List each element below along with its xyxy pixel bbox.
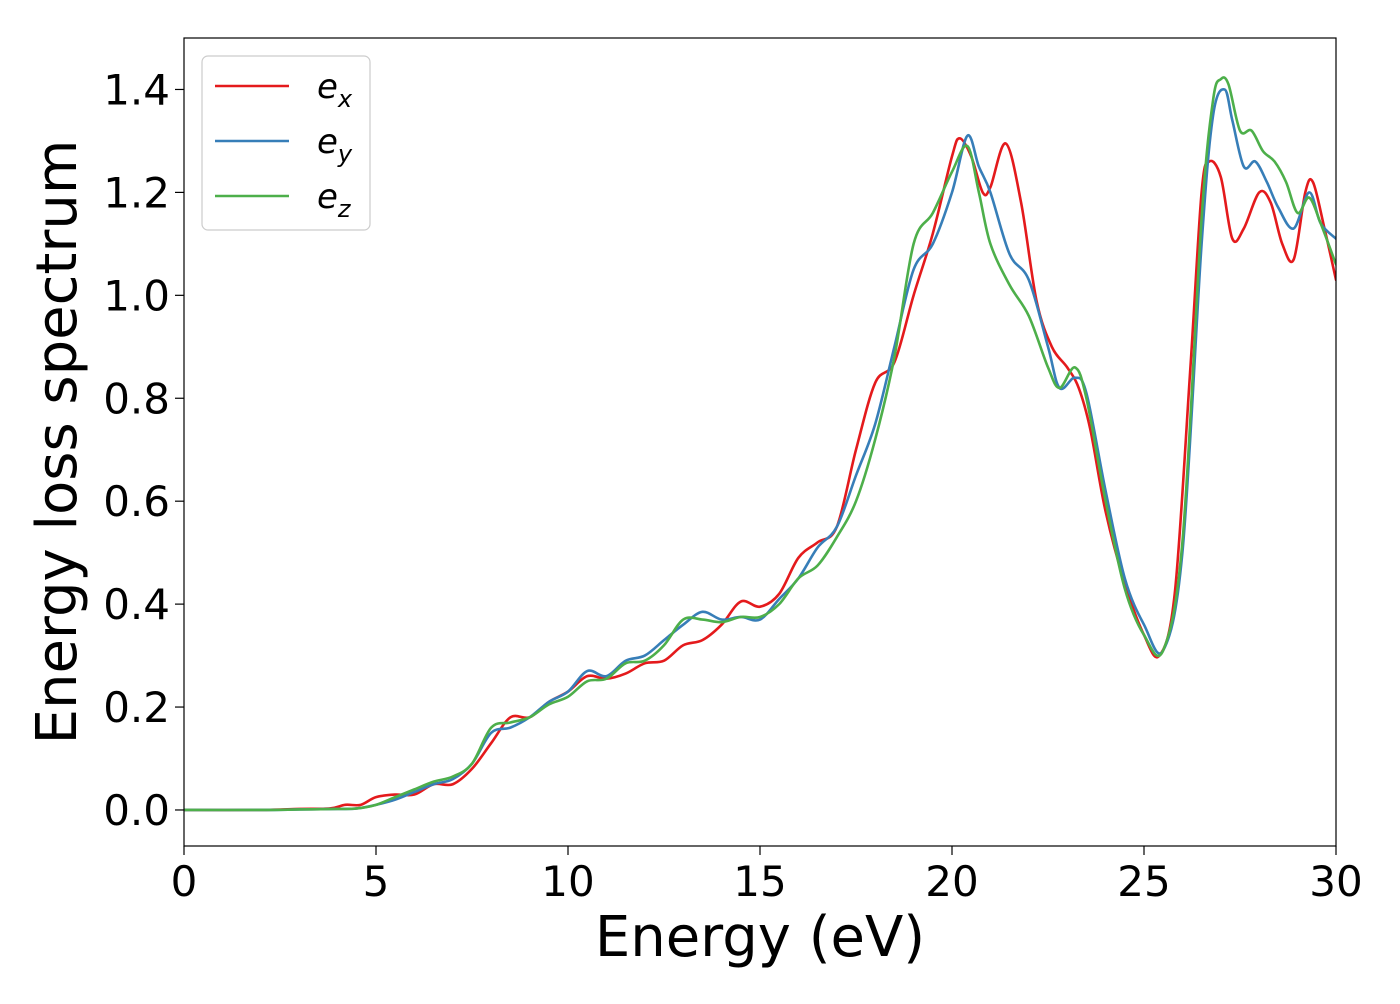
series-layer — [184, 76, 1336, 812]
x-tick-label: 0 — [171, 857, 198, 906]
legend-item-ex: ex — [215, 67, 353, 113]
legend-label-base: e — [317, 122, 338, 162]
series-line-ex — [184, 137, 1336, 812]
x-tick-label: 20 — [925, 857, 978, 906]
x-tick-label: 5 — [363, 857, 390, 906]
legend-label: ex — [317, 67, 353, 113]
legend-item-ey: ey — [215, 122, 353, 168]
x-tick-label: 10 — [541, 857, 594, 906]
legend-item-ez: ez — [215, 177, 352, 223]
y-tick-label: 1.2 — [103, 168, 170, 217]
y-tick-label: 0.8 — [103, 374, 170, 423]
x-tick-label: 25 — [1117, 857, 1170, 906]
x-axis: 0 5 10 15 20 25 30 — [171, 846, 1363, 906]
y-axis: 0.0 0.2 0.4 0.6 0.8 1.0 1.2 1.4 — [103, 65, 184, 835]
legend-box — [201, 55, 371, 231]
y-tick-label: 1.0 — [103, 271, 170, 320]
legend-label-base: e — [317, 177, 338, 217]
legend-label-subscript: z — [337, 195, 352, 223]
series-line-ez — [184, 76, 1336, 812]
y-tick-label: 0.0 — [103, 786, 170, 835]
legend-label: ey — [317, 122, 353, 168]
legend-label-base: e — [317, 67, 338, 107]
x-tick-label: 30 — [1309, 857, 1362, 906]
x-axis-label: Energy (eV) — [595, 905, 925, 970]
x-tick-label: 15 — [733, 857, 786, 906]
y-tick-label: 0.2 — [103, 683, 170, 732]
y-tick-label: 0.6 — [103, 477, 170, 526]
y-tick-label: 1.4 — [103, 65, 170, 114]
legend-label-subscript: x — [337, 85, 353, 113]
y-axis-label: Energy loss spectrum — [25, 140, 90, 745]
legend-label-subscript: y — [337, 140, 353, 168]
legend-label: ez — [317, 177, 352, 223]
y-tick-label: 0.4 — [103, 580, 170, 629]
